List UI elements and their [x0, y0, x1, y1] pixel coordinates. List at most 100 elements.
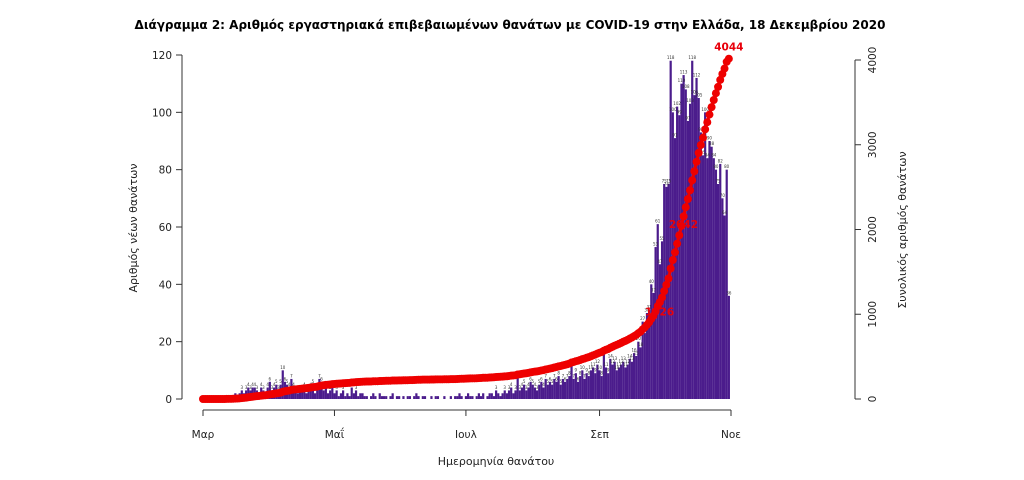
- y2-tick-label: 2000: [867, 216, 879, 243]
- bar-label: 3: [241, 385, 244, 390]
- bar-label: 64: [722, 210, 728, 215]
- y-tick-label: 0: [165, 394, 172, 406]
- bar-label: 53: [653, 242, 659, 247]
- x-tick-label: Νοε: [721, 429, 741, 441]
- bar-label: 7: [566, 373, 569, 378]
- bar-label: 3: [277, 385, 280, 390]
- bar: [378, 393, 381, 399]
- bar-label: 5: [523, 379, 526, 384]
- bar: [391, 393, 394, 399]
- bar-label: 12: [595, 359, 601, 364]
- bar-label: 40: [649, 279, 655, 284]
- cumulative-point: [683, 194, 692, 203]
- bar-label: 3: [245, 385, 248, 390]
- cumulative-point: [686, 186, 695, 195]
- bar: [551, 384, 554, 399]
- bar-label: 7: [572, 373, 575, 378]
- bar: [572, 378, 575, 399]
- bar-label: 47: [657, 259, 663, 264]
- bar: [501, 393, 504, 399]
- bar-label: 6: [269, 376, 272, 381]
- bar: [697, 98, 700, 399]
- bar-label: 13: [612, 356, 618, 361]
- bar: [326, 393, 330, 399]
- bar: [361, 393, 364, 399]
- bar: [632, 353, 636, 399]
- bar: [693, 95, 696, 399]
- bar: [600, 376, 603, 399]
- bar: [298, 390, 302, 399]
- y2-tick-label: 0: [867, 396, 879, 403]
- cumulative-point: [675, 231, 684, 240]
- x-tick-label: Μαρ: [192, 429, 215, 441]
- bar: [701, 155, 705, 399]
- bar: [322, 390, 325, 399]
- bar: [540, 381, 543, 399]
- bar: [574, 373, 577, 399]
- bar-label: 75: [716, 179, 722, 184]
- bar: [344, 396, 347, 399]
- x-tick-label: Μαΐ: [325, 427, 345, 441]
- bar: [313, 393, 317, 399]
- bar-label: 13: [629, 356, 635, 361]
- bar: [559, 384, 562, 399]
- bar: [305, 393, 308, 399]
- bar-label: 4: [534, 382, 537, 387]
- bar-label: 113: [680, 70, 688, 75]
- bar: [423, 396, 427, 399]
- bar-label: 5: [559, 379, 562, 384]
- bar: [395, 396, 399, 399]
- bar-label: 6: [529, 376, 532, 381]
- cumulative-point: [673, 239, 682, 248]
- bar-label: 6: [320, 376, 323, 381]
- bar: [630, 361, 633, 399]
- bar-label: 6: [564, 376, 567, 381]
- bar: [421, 396, 424, 399]
- bar-label: 12: [619, 359, 625, 364]
- bar-label: 12: [625, 359, 631, 364]
- bar-label: 11: [591, 362, 597, 367]
- bar: [592, 367, 595, 399]
- bar: [467, 393, 470, 399]
- cumulative-point: [666, 264, 675, 273]
- bar: [329, 390, 332, 399]
- bar: [296, 393, 299, 399]
- cumulative-point: [690, 167, 699, 176]
- y2-tick-label: 3000: [867, 131, 879, 158]
- bar: [389, 396, 392, 399]
- bar-label: 75: [666, 179, 672, 184]
- bar: [303, 387, 306, 399]
- bar: [538, 384, 541, 399]
- bar: [563, 381, 567, 399]
- bar-label: 36: [726, 290, 732, 295]
- bar: [311, 384, 315, 399]
- bar: [514, 390, 517, 399]
- bar: [350, 387, 353, 399]
- bar-label: 6: [284, 376, 287, 381]
- x-axis-label: Ημερομηνία θανάτου: [438, 455, 555, 468]
- bar: [710, 146, 713, 399]
- bar-label: 4: [266, 382, 269, 387]
- bar-label: 11: [623, 362, 629, 367]
- bar: [458, 393, 461, 399]
- bar-label: 18: [638, 342, 644, 347]
- bar-label: 7: [544, 373, 547, 378]
- bar: [529, 381, 532, 399]
- cumulative-point: [696, 141, 705, 149]
- bar-label: 9: [585, 368, 588, 373]
- bar-label: 5: [551, 379, 554, 384]
- bar: [643, 333, 646, 399]
- bar-label: 75: [662, 179, 668, 184]
- bar-label: 10: [580, 365, 586, 370]
- bar-label: 3: [503, 385, 506, 390]
- bar: [497, 393, 500, 399]
- bar-label: 99: [677, 110, 683, 115]
- y-tick-label: 40: [159, 279, 172, 291]
- y-tick-label: 60: [159, 222, 172, 234]
- bar: [598, 370, 601, 399]
- bar: [587, 376, 590, 399]
- bar: [725, 169, 728, 399]
- bar: [609, 358, 612, 399]
- bar-label: 9: [607, 368, 610, 373]
- x-tick-label: Σεπ: [590, 429, 609, 441]
